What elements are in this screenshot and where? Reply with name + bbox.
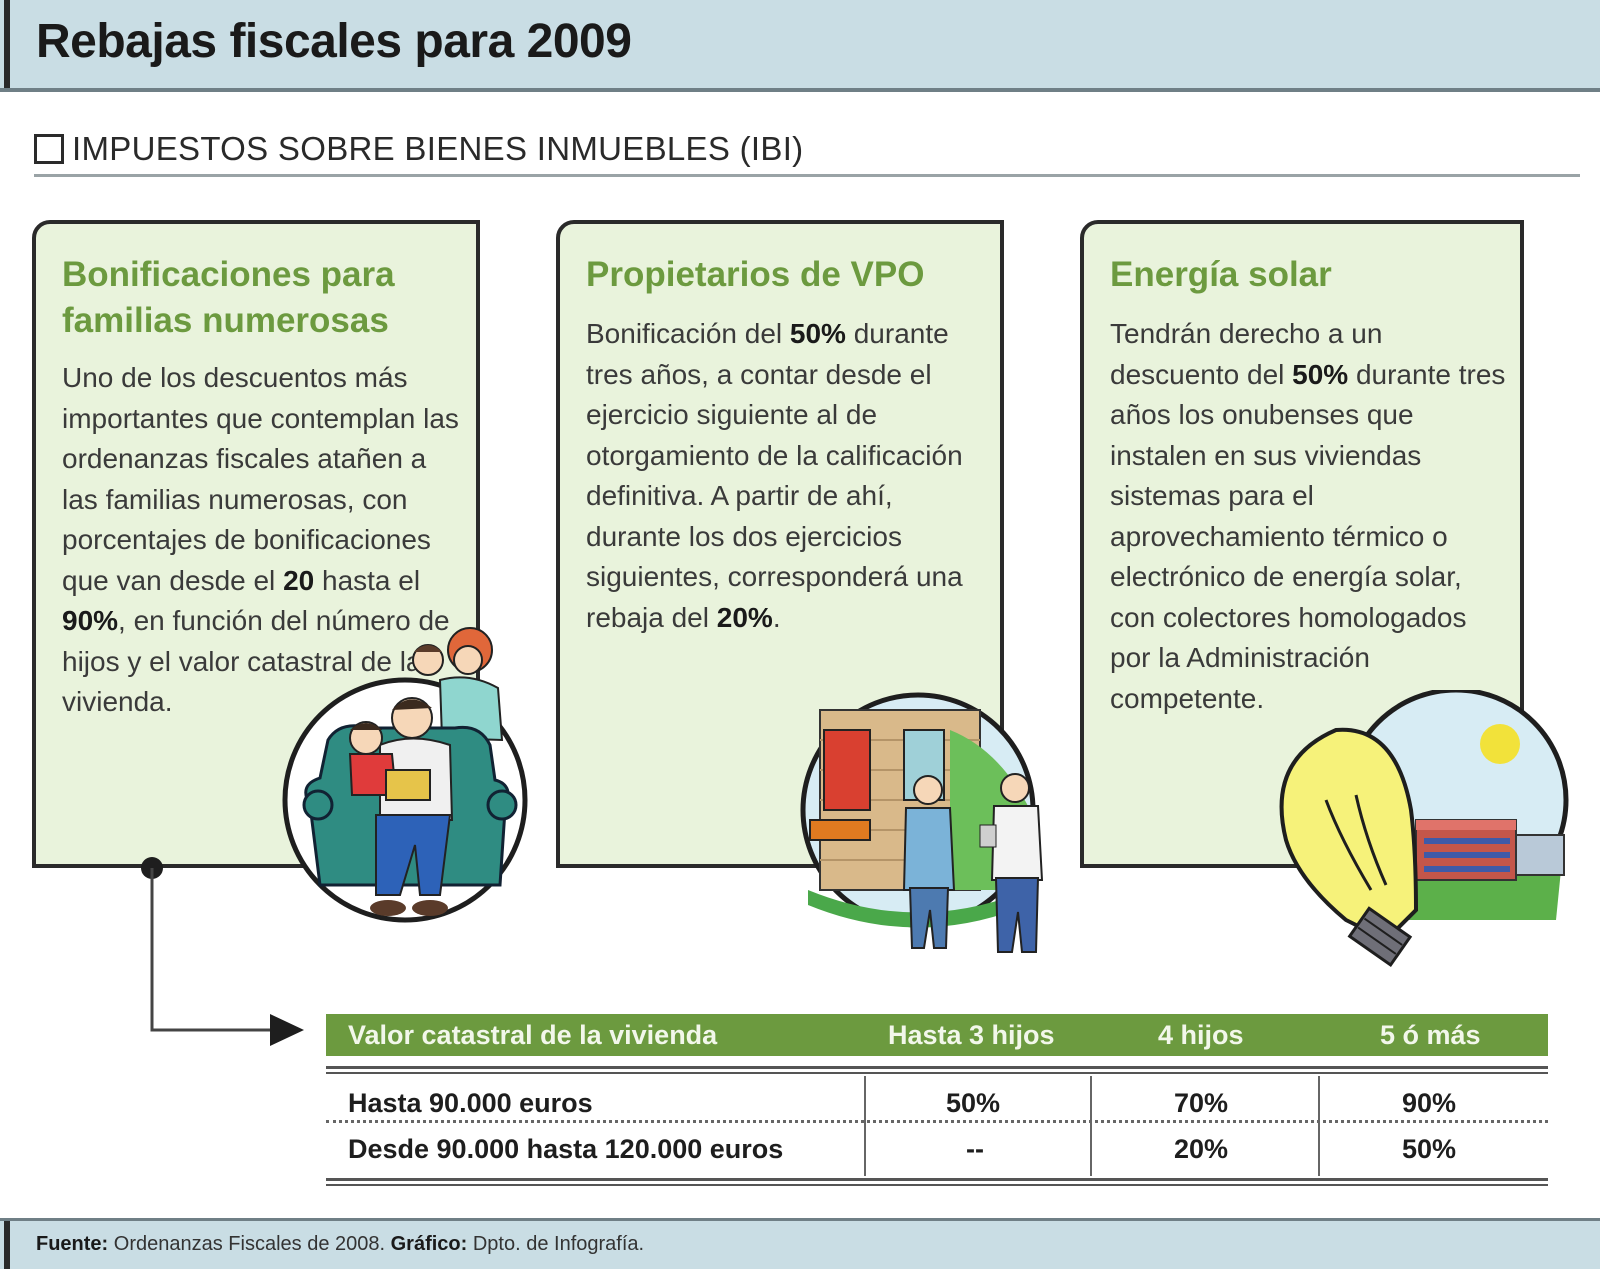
column-divider — [1090, 1076, 1092, 1176]
card-body: Bonificación del 50% durante tres años, … — [586, 314, 986, 638]
page-title: Rebajas fiscales para 2009 — [36, 15, 632, 68]
body-text: Uno de los descuentos más importantes qu… — [62, 362, 459, 596]
row-value: 50% — [1402, 1134, 1457, 1164]
body-bold: 50% — [789, 318, 846, 349]
row-value: -- — [966, 1134, 984, 1164]
vpo-housing-illustration — [800, 692, 1044, 953]
row-value: 20% — [1174, 1134, 1229, 1164]
card-title: Energía solar — [1110, 255, 1332, 294]
header-bar: Rebajas fiscales para 2009 — [0, 0, 1600, 92]
card-body: Tendrán derecho a un descuento del 50% d… — [1110, 314, 1506, 719]
body-text: . — [772, 601, 781, 633]
row-label: Hasta 90.000 euros — [348, 1088, 593, 1118]
graphic-text: Dpto. de Infografía. — [467, 1233, 645, 1255]
row-value: 70% — [1174, 1088, 1229, 1118]
body-text: Bonificación del — [586, 318, 790, 349]
solar-bulb-illustration — [1279, 690, 1569, 967]
checkbox-icon — [34, 134, 64, 164]
body-text: hasta el — [314, 564, 421, 596]
family-illustration — [282, 627, 528, 923]
body-bold: 20% — [716, 601, 773, 633]
header-accent-bar — [4, 0, 10, 88]
graphic-label: Gráfico: — [390, 1233, 468, 1255]
body-text: Tendrán derecho a un descuento del — [1110, 318, 1383, 390]
table-row: Hasta 90.000 euros 50% 70% 90% — [326, 1080, 1548, 1128]
section-heading: IMPUESTOS SOBRE BIENES INMUEBLES (IBI) — [34, 124, 1580, 177]
header-cell: 4 hijos — [1158, 1020, 1244, 1050]
table-header: Valor catastral de la vivienda Hasta 3 h… — [326, 1014, 1548, 1056]
body-bold: 50% — [1292, 358, 1349, 390]
section-label: IMPUESTOS SOBRE BIENES INMUEBLES (IBI) — [72, 130, 804, 167]
table-bottom-rule — [326, 1184, 1548, 1186]
source-label: Fuente: — [36, 1233, 109, 1255]
source-text: Ordenanzas Fiscales de 2008. — [108, 1233, 391, 1255]
footer-accent-bar — [4, 1221, 10, 1269]
row-label: Desde 90.000 hasta 120.000 euros — [348, 1134, 784, 1164]
header-cell: 5 ó más — [1380, 1020, 1481, 1050]
table-divider — [326, 1072, 1548, 1074]
card-title: Propietarios de VPO — [586, 255, 925, 294]
column-divider — [864, 1076, 866, 1176]
row-separator — [326, 1120, 1548, 1123]
body-bold: 90% — [62, 605, 119, 636]
footer-credits: Fuente: Ordenanzas Fiscales de 2008. Grá… — [36, 1233, 644, 1256]
card-body: Uno de los descuentos más importantes qu… — [62, 358, 462, 723]
table-divider — [326, 1066, 1548, 1069]
footer-bar: Fuente: Ordenanzas Fiscales de 2008. Grá… — [0, 1218, 1600, 1269]
card-title: Bonificaciones para familias numerosas — [62, 255, 395, 340]
header-cell: Valor catastral de la vivienda — [348, 1020, 718, 1050]
card-familias-numerosas: Bonificaciones para familias numerosas U… — [32, 220, 480, 868]
header-cell: Hasta 3 hijos — [888, 1020, 1055, 1050]
body-bold: 20 — [283, 564, 315, 596]
row-value: 90% — [1402, 1088, 1457, 1118]
column-divider — [1318, 1076, 1320, 1176]
table-bottom-rule — [326, 1178, 1548, 1181]
body-text: durante tres años los onubenses que inst… — [1110, 358, 1506, 714]
table-row: Desde 90.000 hasta 120.000 euros -- 20% … — [326, 1126, 1548, 1174]
body-text: durante tres años, a contar desde el eje… — [586, 318, 963, 633]
body-text: , en función del número de hijos y el va… — [62, 605, 450, 717]
row-value: 50% — [946, 1088, 1001, 1118]
